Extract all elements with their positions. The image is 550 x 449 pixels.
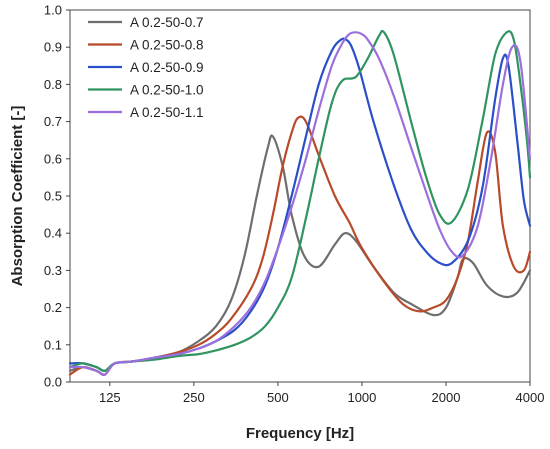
- y-tick-label: 0.6: [44, 151, 62, 166]
- y-tick-label: 0.2: [44, 300, 62, 315]
- y-tick-label: 0.4: [44, 226, 62, 241]
- x-tick-label: 500: [267, 390, 289, 405]
- series-layer: [68, 29, 532, 376]
- axes: 0.0 0.1 0.2 0.3 0.4 0.5 0.6 0.7 0.8 0.9 1.0 125 250 5…: [44, 3, 545, 406]
- y-tick-label: 0.0: [44, 375, 62, 390]
- x-tick-label: 2000: [432, 390, 461, 405]
- x-tick-label: 4000: [516, 390, 545, 405]
- y-tick-label: 0.3: [44, 263, 62, 278]
- legend-label-3: A 0.2-50-0.9: [130, 60, 204, 75]
- legend-label-5: A 0.2-50-1.1: [130, 105, 204, 120]
- legend: A 0.2-50-0.7 A 0.2-50-0.8 A 0.2-50-0.9 A 0.…: [88, 15, 204, 120]
- y-tick-label: 0.1: [44, 337, 62, 352]
- y-tick-label: 1.0: [44, 3, 62, 18]
- y-tick-label: 0.5: [44, 189, 62, 204]
- x-tick-label: 125: [99, 390, 121, 405]
- series-line-5: [68, 31, 532, 376]
- series-line-4: [68, 29, 532, 372]
- y-tick-label: 0.8: [44, 77, 62, 92]
- x-axis-title: Frequency [Hz]: [246, 425, 354, 442]
- x-tick-label: 1000: [347, 390, 376, 405]
- y-tick-label: 0.9: [44, 40, 62, 55]
- y-axis-title: Absorption Coefficient [-]: [9, 106, 26, 287]
- x-tick-label: 250: [183, 390, 205, 405]
- legend-label-4: A 0.2-50-1.0: [130, 83, 204, 98]
- legend-label-2: A 0.2-50-0.8: [130, 38, 204, 53]
- y-tick-label: 0.7: [44, 114, 62, 129]
- legend-label-1: A 0.2-50-0.7: [130, 15, 204, 30]
